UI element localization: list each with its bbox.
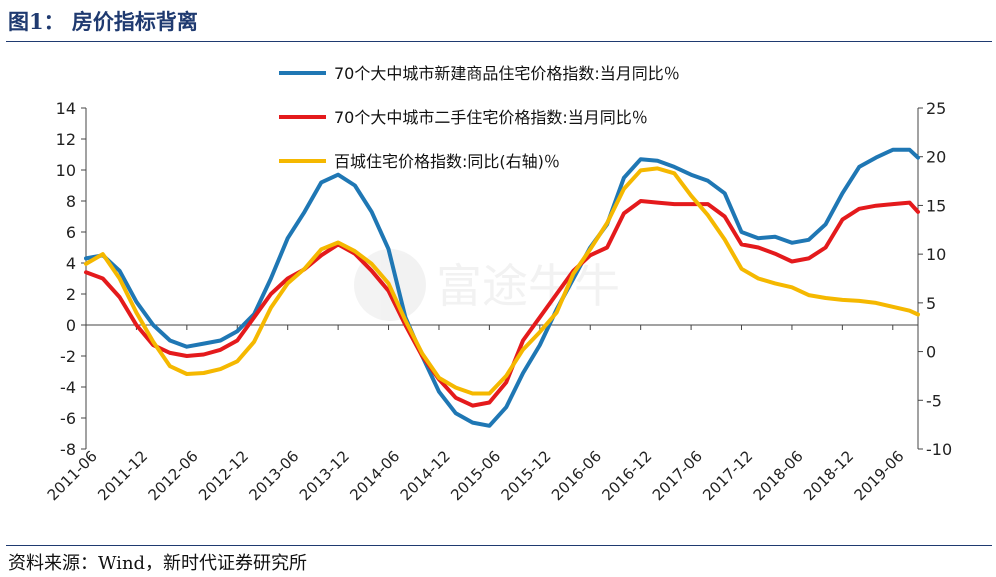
- series-line-2: [84, 199, 920, 408]
- legend-label-3: 百城住宅价格指数:同比(右轴)％: [334, 152, 560, 171]
- x-tick-label: 2016-12: [598, 447, 655, 504]
- source-divider: [6, 545, 992, 546]
- y-left-tick-label: 2: [66, 285, 76, 304]
- watermark-text: 富途牛牛: [436, 259, 620, 313]
- x-tick-label: 2011-12: [94, 447, 151, 504]
- x-tick-label: 2017-06: [649, 447, 706, 504]
- y-right-tick-label: 25: [926, 99, 946, 118]
- y-right-tick-label: -10: [926, 440, 952, 459]
- y-right-tick-label: 0: [926, 343, 936, 362]
- y-left-tick-label: 12: [56, 130, 76, 149]
- y-right-tick-label: 5: [926, 294, 936, 313]
- chart-series: [84, 147, 920, 428]
- watermark: 富途牛牛: [354, 249, 620, 321]
- x-tick-label: 2014-06: [346, 447, 403, 504]
- y-left-tick-label: 14: [56, 99, 76, 118]
- x-tick-label: 2015-12: [498, 447, 555, 504]
- x-tick-label: 2016-06: [548, 447, 605, 504]
- y-right-tick-label: -5: [926, 391, 942, 410]
- y-left-tick-label: -8: [60, 440, 76, 459]
- x-tick-label: 2013-06: [245, 447, 302, 504]
- x-tick-label: 2019-06: [851, 447, 908, 504]
- x-tick-label: 2012-06: [145, 447, 202, 504]
- x-tick-label: 2018-12: [800, 447, 857, 504]
- y-left-tick-label: 8: [66, 192, 76, 211]
- y-right-tick-label: 20: [926, 148, 946, 167]
- y-right-tick-label: 10: [926, 245, 946, 264]
- legend-label-1: 70个大中城市新建商品住宅价格指数:当月同比％: [334, 64, 680, 83]
- y-left-tick-label: -4: [60, 378, 76, 397]
- y-right-tick-label: 15: [926, 196, 946, 215]
- y-left-tick-label: 6: [66, 223, 76, 242]
- series-line-1: [84, 147, 920, 428]
- series-line-3: [84, 166, 920, 396]
- y-left-tick-label: -6: [60, 409, 76, 428]
- x-tick-label: 2013-12: [296, 447, 353, 504]
- y-left-tick-label: 10: [56, 161, 76, 180]
- chart-legend: 70个大中城市新建商品住宅价格指数:当月同比％ 70个大中城市二手住宅价格指数:当…: [279, 64, 680, 171]
- y-left-tick-label: -2: [60, 347, 76, 366]
- title-divider: [6, 41, 992, 42]
- y-left-tick-label: 4: [66, 254, 76, 273]
- x-tick-label: 2017-12: [699, 447, 756, 504]
- legend-label-2: 70个大中城市二手住宅价格指数:当月同比％: [334, 108, 648, 127]
- y-left-tick-label: 0: [66, 316, 76, 335]
- source-note: 资料来源：Wind，新时代证券研究所: [8, 553, 308, 574]
- figure-title: 图1： 房价指标背离: [8, 9, 198, 34]
- x-tick-label: 2018-06: [750, 447, 807, 504]
- x-tick-label: 2015-06: [447, 447, 504, 504]
- x-tick-label: 2012-12: [195, 447, 252, 504]
- x-tick-label: 2014-12: [397, 447, 454, 504]
